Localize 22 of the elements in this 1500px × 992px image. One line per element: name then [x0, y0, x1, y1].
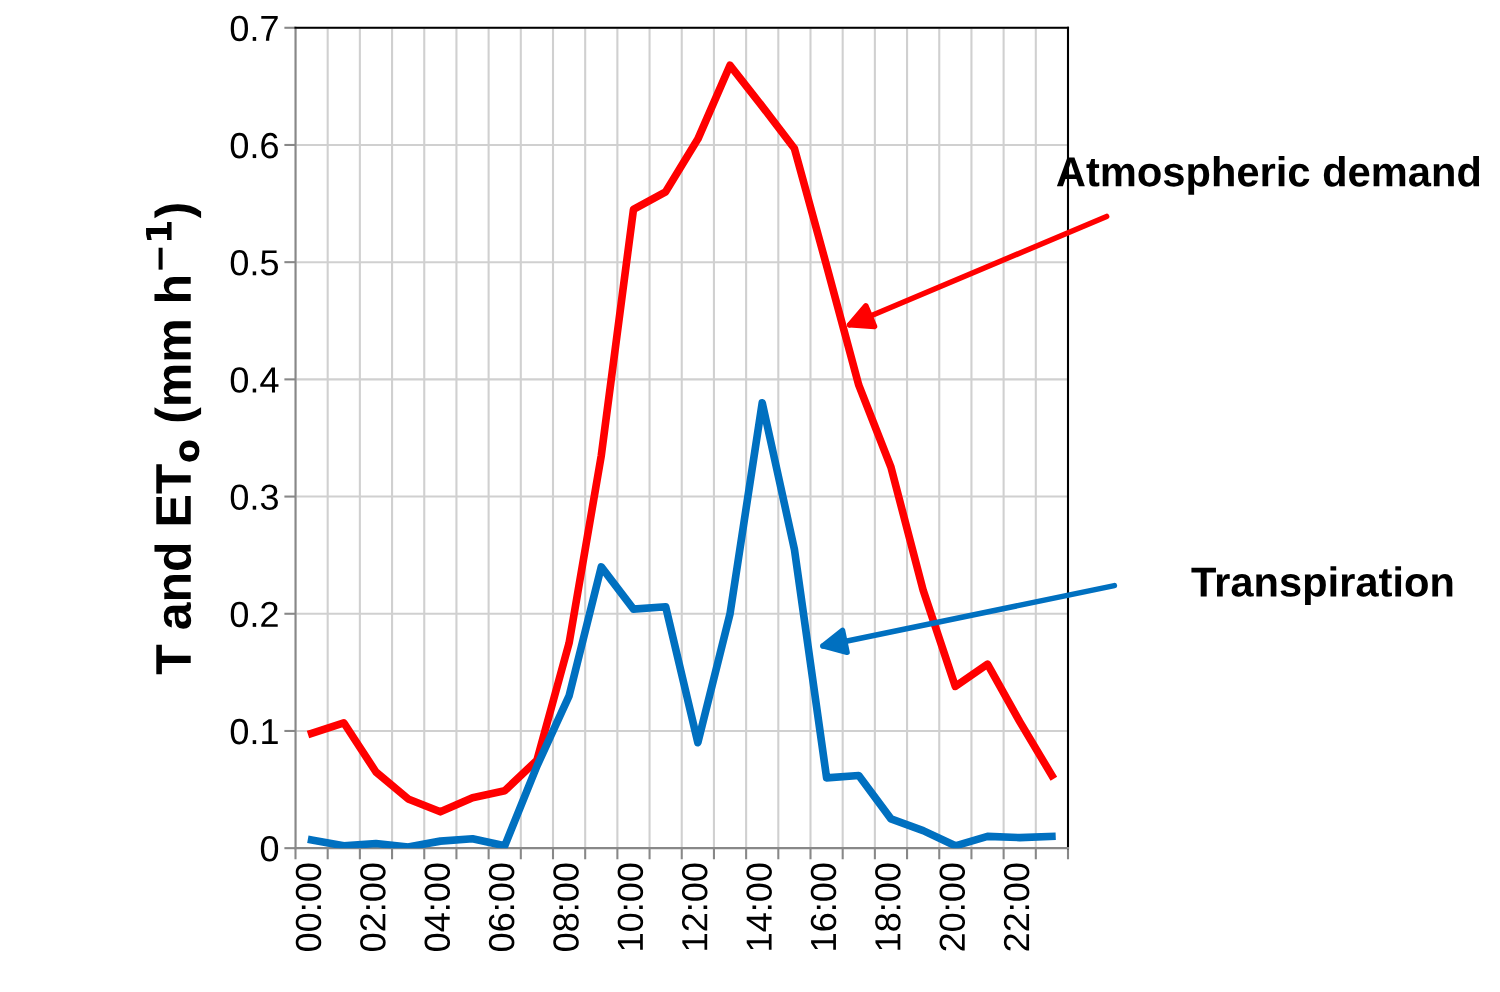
x-tick-label: 14:00 — [746, 863, 772, 950]
x-tick-label: 22:00 — [1003, 863, 1030, 951]
x-tick-label: 04:00 — [424, 863, 451, 951]
y-tick-label: 0 — [260, 836, 279, 862]
x-tick-label: 16:00 — [810, 863, 837, 950]
x-tick-label: 08:00 — [553, 863, 579, 951]
x-tick-label: 18:00 — [875, 863, 901, 950]
y-tick-label: 0.7 — [230, 15, 278, 42]
x-tick-label: 12:00 — [681, 863, 708, 950]
y-axis-title: T and ET$_{o}$ (mm h$^{−1}$) — [146, 204, 202, 675]
x-tick-label: 00:00 — [295, 863, 322, 951]
x-tick-label: 10:00 — [617, 863, 644, 950]
y-tick-label: 0.4 — [230, 367, 279, 393]
x-tick-label: 02:00 — [360, 863, 386, 951]
x-tick-label: 20:00 — [939, 863, 966, 951]
y-tick-label: 0.2 — [230, 601, 278, 628]
x-tick-label: 06:00 — [488, 863, 515, 951]
y-tick-label: 0.3 — [230, 484, 278, 511]
y-tick-label: 0.1 — [230, 718, 278, 745]
y-tick-label: 0.5 — [230, 250, 279, 276]
text: Transpiration — [1191, 566, 1453, 606]
y-tick-label: 0.6 — [230, 132, 278, 159]
